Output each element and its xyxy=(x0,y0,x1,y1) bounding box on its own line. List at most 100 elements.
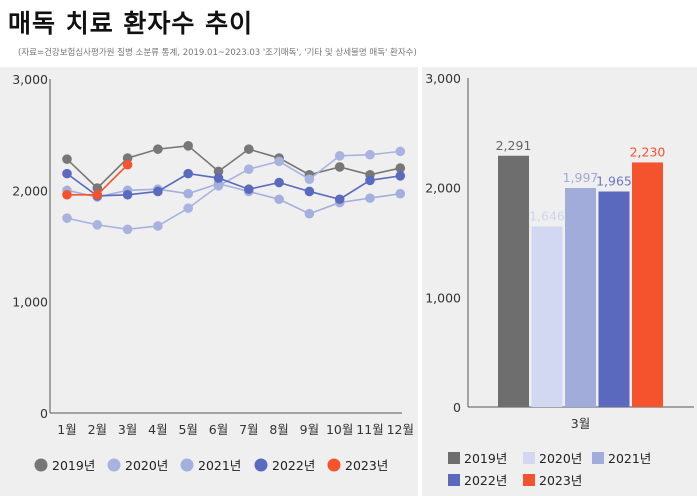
data-point xyxy=(153,186,163,197)
bar-2022년 xyxy=(598,191,630,407)
x-tick-label: 7월 xyxy=(239,422,258,437)
x-tick-label: 12월 xyxy=(387,422,414,437)
data-point xyxy=(62,168,72,179)
y-tick-label: 0 xyxy=(40,406,48,421)
data-point xyxy=(62,213,72,223)
data-label: 1,965 xyxy=(596,174,632,189)
bar-2023년 xyxy=(632,162,663,407)
legend-label: 2019년 xyxy=(52,458,95,473)
x-tick-label: 2월 xyxy=(88,422,107,437)
data-point xyxy=(122,189,133,200)
y-tick-label: 1,000 xyxy=(12,295,48,310)
bar-2020년 xyxy=(531,226,563,407)
x-tick-label: 1월 xyxy=(57,422,76,437)
x-tick-label: 11월 xyxy=(356,422,383,437)
legend-marker xyxy=(448,452,460,464)
data-label: 1,646 xyxy=(529,208,565,223)
x-tick-label: 10월 xyxy=(326,422,353,437)
data-point xyxy=(334,162,345,172)
legend-marker xyxy=(34,458,48,472)
legend-marker xyxy=(254,458,268,472)
data-point xyxy=(365,149,375,160)
legend-marker xyxy=(107,458,121,472)
data-point xyxy=(183,203,193,213)
legend-label: 2020년 xyxy=(125,458,168,473)
data-point xyxy=(334,151,345,161)
data-point xyxy=(122,224,133,235)
series-line-2019년 xyxy=(66,144,401,190)
data-point xyxy=(395,188,406,199)
data-label: 2,230 xyxy=(630,144,666,159)
data-label: 2,291 xyxy=(496,138,532,153)
data-point xyxy=(365,193,375,203)
page-title: 매독 치료 환자수 추이 xyxy=(8,9,254,38)
data-point xyxy=(274,194,284,205)
legend-marker xyxy=(523,452,535,464)
legend-label: 2021년 xyxy=(608,451,651,466)
data-point xyxy=(304,174,315,184)
data-point xyxy=(334,194,345,205)
series-line-2021년 xyxy=(66,182,401,215)
line-chart-panel: 0 1,000 2,000 3,000 1월 2월 3월 4월 5월 6월 7월 8월 9월 10월 11월… xyxy=(0,67,418,496)
data-point xyxy=(213,173,224,183)
data-point xyxy=(122,153,133,163)
legend-label: 2023년 xyxy=(539,473,582,488)
data-point xyxy=(183,188,193,199)
y-tick-label: 2,000 xyxy=(12,183,48,198)
series-line-2022년 xyxy=(66,172,401,201)
bar-2021년 xyxy=(565,187,596,407)
legend-label: 2020년 xyxy=(539,451,582,466)
legend-label: 2022년 xyxy=(272,458,315,473)
data-point xyxy=(274,156,284,167)
legend-marker xyxy=(523,474,535,486)
x-tick-label: 4월 xyxy=(148,422,167,437)
data-point xyxy=(213,166,224,177)
data-point xyxy=(153,221,163,231)
data-point xyxy=(92,220,103,230)
line-chart: 0 1,000 2,000 3,000 1월 2월 3월 4월 5월 6월 7월 8월 9월 10월 11월… xyxy=(12,72,414,473)
legend-marker xyxy=(448,474,460,486)
data-point xyxy=(244,144,254,154)
legend-label: 2021년 xyxy=(198,458,241,473)
x-tick-label: 5월 xyxy=(178,422,197,437)
x-tick-label: 9월 xyxy=(300,422,319,437)
legend-marker xyxy=(592,452,604,464)
data-point xyxy=(122,159,133,170)
y-tick-label: 3,000 xyxy=(12,72,48,87)
legend-label: 2022년 xyxy=(464,473,507,488)
y-tick-label: 0 xyxy=(453,400,461,415)
data-point xyxy=(153,144,163,154)
x-tick-label: 3월 xyxy=(571,416,590,431)
bar-chart-panel: 0 1,000 2,000 3,000 2,291 1,646 1,997 1,965 2,23… xyxy=(422,67,697,496)
data-point xyxy=(395,163,406,173)
legend-marker xyxy=(180,458,194,472)
data-point xyxy=(304,208,315,219)
data-point xyxy=(365,175,375,186)
chart-source-note: (자료=건강보험심사평가원 질병 소분류 통계, 2019.01~2023.03… xyxy=(18,48,417,58)
x-tick-label: 3월 xyxy=(118,422,137,437)
data-point xyxy=(62,189,72,200)
data-point xyxy=(183,141,193,151)
data-point xyxy=(244,164,254,174)
x-tick-label: 8월 xyxy=(269,422,288,437)
bar-2019년 xyxy=(498,155,529,407)
x-tick-label: 6월 xyxy=(209,422,228,437)
y-tick-label: 1,000 xyxy=(425,290,461,305)
data-point xyxy=(304,186,315,197)
data-point xyxy=(92,189,103,200)
data-label: 1,997 xyxy=(563,170,599,185)
y-tick-label: 3,000 xyxy=(425,71,461,86)
data-point xyxy=(395,171,406,181)
data-point xyxy=(395,146,406,157)
data-point xyxy=(274,177,284,188)
y-tick-label: 2,000 xyxy=(425,181,461,196)
legend-label: 2019년 xyxy=(464,451,507,466)
data-point xyxy=(244,184,254,195)
series-line-2020년 xyxy=(66,150,401,231)
data-point xyxy=(92,183,103,193)
data-point xyxy=(183,168,193,179)
data-point xyxy=(62,154,72,164)
legend-label: 2023년 xyxy=(345,458,388,473)
legend-marker xyxy=(327,458,341,472)
